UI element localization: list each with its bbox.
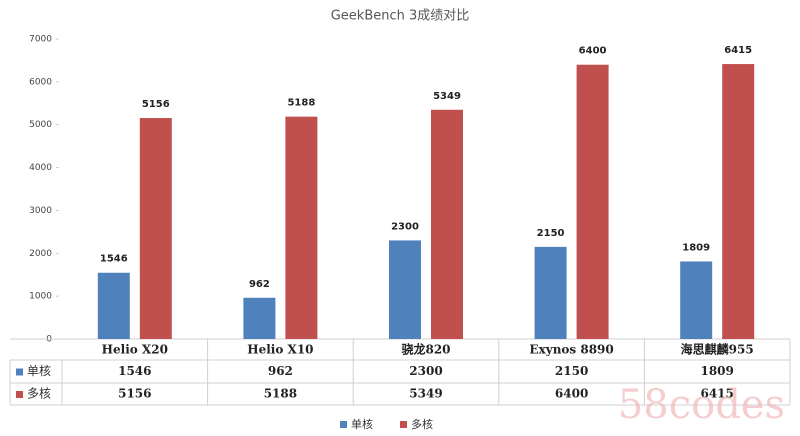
bar	[534, 246, 567, 339]
y-tick-label: 2000	[29, 249, 52, 259]
table-cell: 5188	[264, 387, 297, 401]
y-tick-label: 4000	[29, 163, 52, 173]
table-cell: 6415	[700, 387, 733, 401]
x-tick-label: Helio X10	[247, 343, 313, 357]
y-tick-label: 7000	[29, 35, 52, 45]
data-label: 1809	[682, 242, 710, 253]
bar	[97, 272, 130, 339]
data-label: 5349	[433, 91, 461, 102]
table-swatch	[16, 391, 23, 398]
table-cell: 1546	[118, 364, 151, 378]
x-tick-label: Exynos 8890	[529, 343, 613, 357]
table-row-label: 单核	[27, 364, 51, 378]
bar	[139, 118, 172, 340]
table-cell: 1809	[700, 364, 733, 378]
bar	[431, 109, 463, 339]
x-tick-label: 骁龙820	[401, 342, 450, 357]
x-tick-label: 海思麒麟955	[681, 342, 754, 357]
table-swatch	[16, 368, 23, 376]
bar	[680, 261, 713, 339]
data-label: 6400	[579, 46, 607, 57]
legend-label: 单核	[351, 417, 373, 431]
chart-title: GeekBench 3成绩对比	[331, 9, 470, 24]
legend-label: 多核	[411, 417, 433, 431]
watermark: 58codes	[618, 382, 785, 428]
data-label: 5188	[287, 98, 315, 109]
data-label: 5156	[142, 99, 170, 110]
x-tick-label: Helio X20	[102, 343, 168, 357]
y-tick-label: 3000	[29, 206, 52, 216]
y-tick-label: 6000	[29, 77, 52, 87]
data-label: 6415	[724, 45, 752, 56]
table-cell: 962	[268, 364, 293, 378]
bar	[389, 240, 421, 339]
table-cell: 2300	[409, 364, 442, 378]
data-label: 1546	[100, 254, 128, 265]
bar	[576, 64, 609, 339]
y-tick-label: 1000	[29, 292, 52, 302]
bar	[722, 64, 755, 340]
legend-swatch	[400, 421, 407, 428]
bar	[243, 297, 276, 339]
data-label: 962	[249, 279, 270, 290]
legend-swatch	[340, 421, 347, 428]
table-row-label: 多核	[27, 387, 51, 401]
bar	[285, 116, 318, 340]
table-cell: 5349	[409, 387, 442, 401]
data-label: 2300	[391, 221, 419, 232]
table-cell: 6400	[555, 387, 588, 401]
y-tick-label: 5000	[29, 120, 52, 130]
table-cell: 5156	[118, 387, 151, 401]
table-cell: 2150	[555, 364, 588, 378]
data-label: 2150	[537, 228, 565, 239]
